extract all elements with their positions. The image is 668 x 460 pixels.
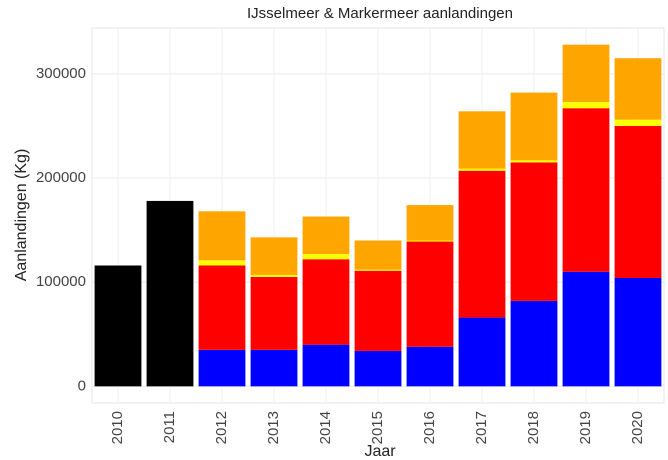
bar-segment [198, 211, 246, 261]
bar-segment [614, 278, 662, 387]
x-axis-title: Jaar [364, 443, 396, 460]
y-tick-label: 0 [78, 377, 86, 394]
bar-segment [510, 162, 558, 301]
chart-title: IJsselmeer & Markermeer aanlandingen [247, 5, 513, 22]
bar-segment [458, 168, 506, 171]
x-tick-label: 2013 [265, 411, 282, 444]
bar-segment [302, 344, 350, 387]
bar-segment [354, 270, 402, 351]
bar-segment [406, 346, 454, 387]
x-tick-label: 2011 [161, 411, 178, 443]
bar-segment [562, 108, 610, 272]
y-tick-label: 100000 [36, 273, 86, 290]
bar-segment [94, 265, 142, 387]
bar-segment [302, 254, 350, 260]
x-tick-label: 2010 [109, 411, 126, 444]
x-tick-label: 2015 [369, 411, 386, 444]
bar-segment [562, 271, 610, 387]
bar-segment [406, 241, 454, 347]
bar-segment [250, 237, 298, 275]
y-axis-title: Aanlandingen (Kg) [13, 149, 30, 282]
bar-segment [146, 200, 194, 387]
bar-segment [458, 317, 506, 387]
bar-segment [458, 170, 506, 318]
x-tick-label: 2017 [473, 411, 490, 444]
bar-segment [302, 216, 350, 255]
bar-segment [354, 350, 402, 387]
bar-segment [562, 101, 610, 109]
bar-segment [250, 276, 298, 350]
bar-segment [250, 349, 298, 387]
y-tick-label: 200000 [36, 169, 86, 186]
bar-segment [354, 240, 402, 270]
x-tick-label: 2016 [421, 411, 438, 444]
bar-segment [198, 265, 246, 350]
x-tick-label: 2018 [525, 411, 542, 444]
bar-segment [458, 111, 506, 169]
y-tick-label: 300000 [36, 65, 86, 82]
bar-segment [614, 58, 662, 120]
bar-segment [510, 92, 558, 161]
bar-segment [198, 260, 246, 266]
bar-segment [510, 160, 558, 163]
x-tick-label: 2012 [213, 411, 230, 444]
x-tick-label: 2014 [317, 411, 334, 444]
x-tick-label: 2019 [577, 411, 594, 444]
bar-segment [250, 274, 298, 277]
bar-segment [614, 119, 662, 126]
bar-segment [562, 44, 610, 102]
bar-segment [614, 125, 662, 279]
bar-segment [354, 269, 402, 271]
bar-segment [510, 300, 558, 387]
bar-segment [406, 205, 454, 241]
x-tick-label: 2020 [629, 411, 646, 444]
bar-segment [198, 349, 246, 387]
bar-segment [406, 240, 454, 242]
bar-segment [302, 259, 350, 345]
